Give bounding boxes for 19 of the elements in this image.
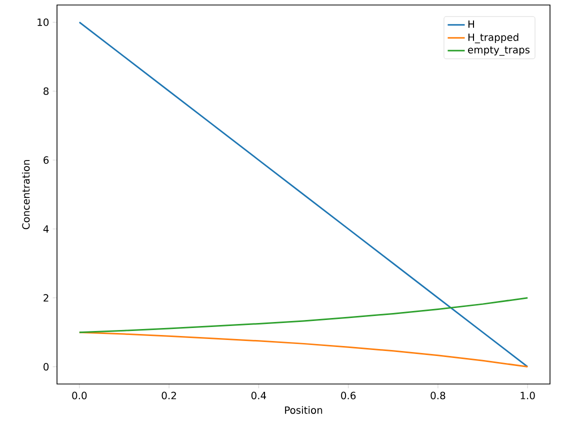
legend-label: H_trapped: [468, 33, 518, 44]
y-tick-label: 8: [44, 87, 49, 95]
x-tick-label: 0.0: [72, 392, 87, 400]
x-tick-label: 1.0: [520, 392, 535, 400]
line-series: [78, 21, 528, 368]
line-series: [78, 297, 528, 334]
x-tick-label: 0.8: [430, 392, 446, 400]
x-tick-label: 0.4: [251, 392, 266, 400]
y-tick-label: 2: [44, 294, 48, 302]
legend-label: H: [468, 20, 474, 28]
y-tick-label: 4: [43, 225, 49, 233]
y-tick-label: 0: [44, 362, 49, 371]
x-axis-title: Position: [285, 406, 322, 414]
y-tick-label: 6: [44, 156, 49, 164]
y-axis-title: Concentration: [22, 160, 30, 230]
y-tick-label: 10: [38, 18, 49, 26]
x-tick-label: 0.6: [341, 392, 356, 400]
legend-label: empty_traps: [468, 46, 530, 56]
x-tick-label: 0.2: [162, 392, 176, 400]
